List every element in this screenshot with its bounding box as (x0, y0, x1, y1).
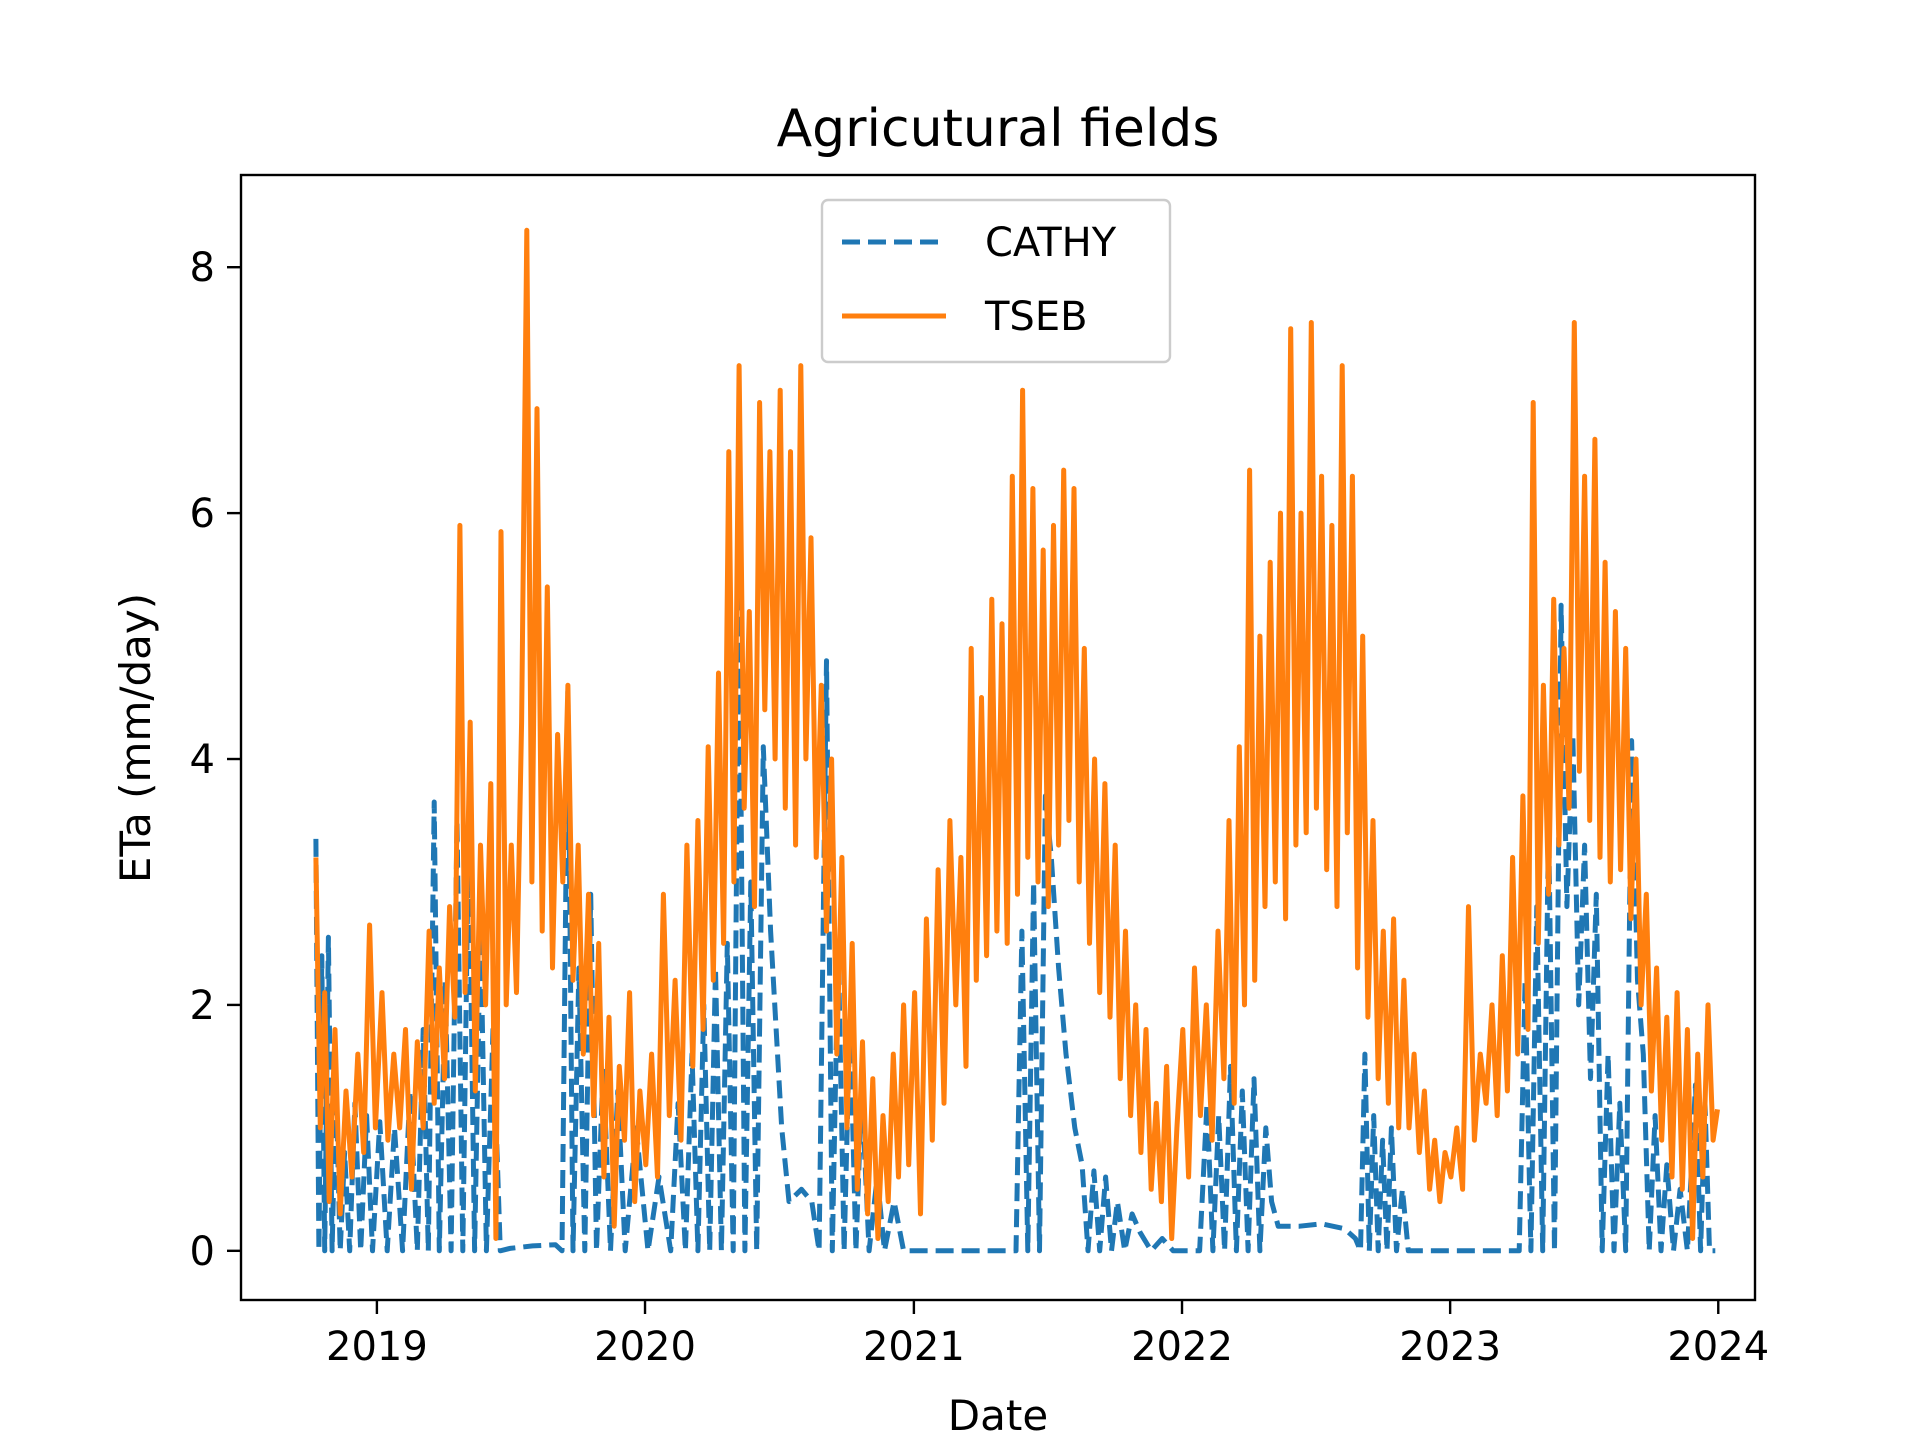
series-line-tseb (313, 227, 1720, 1241)
y-axis: 0 2 4 6 8 (190, 245, 241, 1275)
y-axis-label: ETa (mm/day) (111, 593, 160, 883)
y-tick-label: 8 (190, 245, 215, 291)
y-tick-label: 2 (190, 983, 215, 1029)
x-tick-label: 2023 (1399, 1324, 1501, 1370)
y-tick-label: 6 (190, 491, 215, 537)
y-tick-label: 4 (190, 737, 215, 783)
x-axis: 2019 2020 2021 2022 2023 2024 (326, 1300, 1769, 1370)
y-tick-label: 0 (190, 1229, 215, 1275)
x-tick-label: 2022 (1131, 1324, 1233, 1370)
series-layer (313, 227, 1720, 1254)
x-tick-label: 2020 (594, 1324, 696, 1370)
x-axis-label: Date (948, 1391, 1048, 1440)
chart-title: Agricutural fields (777, 99, 1220, 159)
plot-frame (239, 173, 1757, 1302)
x-tick-label: 2024 (1667, 1324, 1769, 1370)
legend-label-cathy: CATHY (985, 220, 1117, 266)
x-tick-label: 2021 (863, 1324, 965, 1370)
legend: CATHY TSEB (820, 198, 1172, 364)
series-line-cathy (313, 572, 1716, 1254)
legend-label-tseb: TSEB (984, 294, 1088, 340)
x-tick-label: 2019 (326, 1324, 428, 1370)
